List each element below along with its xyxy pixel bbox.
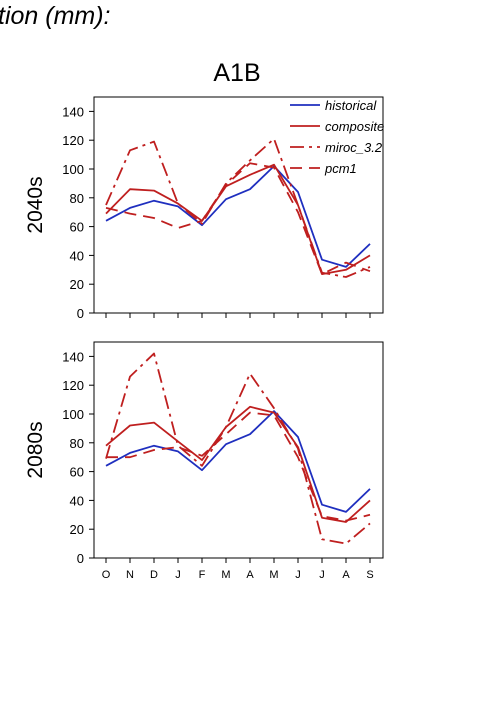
x-tick-label: F bbox=[199, 569, 206, 581]
panel-label-2080s: 2080s bbox=[24, 421, 47, 478]
chart-panel-2080s: 0 20 40 60 80 100 120 140 O N D J F M A M J J A S 2080s bbox=[24, 341, 384, 581]
x-tick-label: M bbox=[269, 569, 278, 581]
y-tick-label: 0 bbox=[77, 306, 84, 321]
plot-frame bbox=[93, 96, 384, 314]
series-line-miroc_3.2 bbox=[105, 137, 371, 278]
legend-label-composite: composite bbox=[325, 119, 384, 134]
x-tick-label: A bbox=[342, 569, 350, 581]
y-tick-label: 80 bbox=[70, 191, 84, 206]
x-tick-label: S bbox=[366, 569, 373, 581]
plot-frame bbox=[93, 341, 384, 559]
series-line-miroc_3.2 bbox=[105, 352, 371, 545]
x-tick-label: N bbox=[126, 569, 134, 581]
series-line-historical bbox=[105, 410, 371, 513]
x-tick-label: D bbox=[150, 569, 158, 581]
legend-label-historical: historical bbox=[325, 98, 377, 113]
x-tick-label: O bbox=[102, 569, 111, 581]
series-line-composite bbox=[105, 163, 371, 276]
y-tick-label: 0 bbox=[77, 551, 84, 566]
x-tick-label: M bbox=[221, 569, 230, 581]
y-tick-label: 40 bbox=[70, 493, 84, 508]
y-tick-label: 140 bbox=[62, 349, 84, 364]
x-tick-label: A bbox=[246, 569, 254, 581]
y-tick-label: 60 bbox=[70, 465, 84, 480]
x-tick-label: J bbox=[175, 569, 181, 581]
page-header: tion (mm): bbox=[0, 2, 111, 30]
legend-label-pcm1: pcm1 bbox=[324, 161, 357, 176]
y-tick-label: 120 bbox=[62, 378, 84, 393]
panel-label-2040s: 2040s bbox=[24, 176, 47, 233]
x-tick-label: J bbox=[319, 569, 325, 581]
chart-panel-2040s: 0 20 40 60 80 100 120 140 2040s historical composi… bbox=[24, 96, 384, 321]
y-tick-label: 140 bbox=[62, 104, 84, 119]
series-line-pcm1 bbox=[106, 411, 371, 522]
y-tick-label: 40 bbox=[70, 248, 84, 263]
legend-label-miroc_3.2: miroc_3.2 bbox=[325, 140, 383, 155]
series-line-pcm1 bbox=[105, 162, 371, 276]
panels: 0 20 40 60 80 100 120 140 2040s historical composi… bbox=[24, 96, 384, 581]
scenario-title: A1B bbox=[213, 59, 260, 87]
y-tick-label: 20 bbox=[70, 277, 84, 292]
series-line-composite bbox=[105, 405, 371, 523]
y-tick-label: 60 bbox=[70, 220, 84, 235]
y-tick-label: 100 bbox=[62, 407, 84, 422]
y-tick-label: 80 bbox=[70, 436, 84, 451]
legend: historical composite miroc_3.2 pcm1 bbox=[290, 98, 384, 176]
x-tick-label: J bbox=[295, 569, 301, 581]
series-line-historical bbox=[105, 165, 371, 268]
y-tick-label: 20 bbox=[70, 522, 84, 537]
y-tick-label: 100 bbox=[62, 162, 84, 177]
y-tick-label: 120 bbox=[62, 133, 84, 148]
